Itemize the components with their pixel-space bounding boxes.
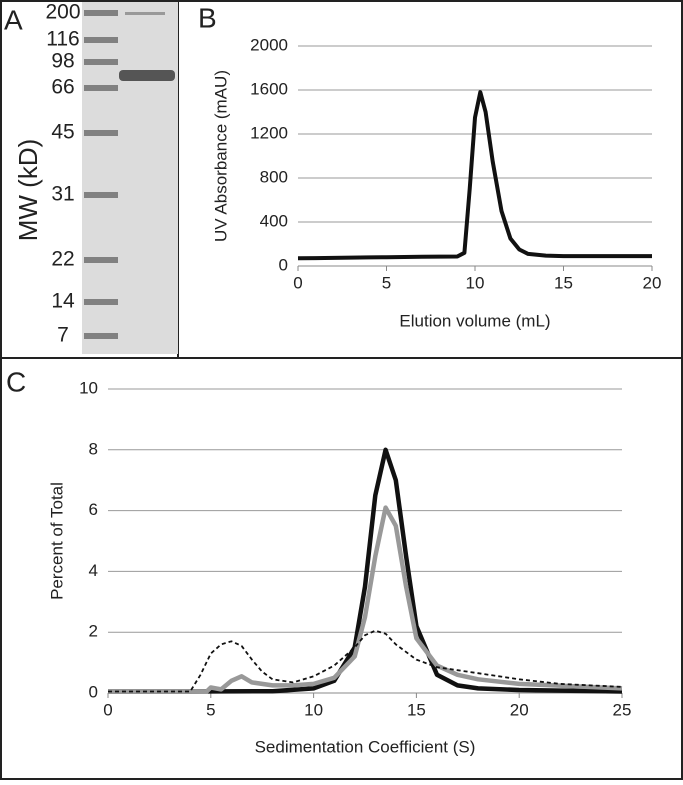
ladder-band bbox=[84, 59, 118, 65]
x-axis-label: Sedimentation Coefficient (S) bbox=[255, 737, 476, 756]
y-axis-label: Percent of Total bbox=[47, 482, 66, 600]
x-tick-label: 20 bbox=[510, 700, 529, 719]
y-tick-label: 6 bbox=[89, 500, 98, 519]
ladder-band bbox=[84, 299, 118, 305]
x-tick-label: 5 bbox=[206, 700, 215, 719]
marker-label: 14 bbox=[51, 290, 75, 313]
y-tick-label: 1600 bbox=[250, 79, 288, 98]
data-line bbox=[108, 447, 623, 694]
marker-label: 98 bbox=[51, 50, 74, 73]
x-tick-label: 10 bbox=[304, 700, 323, 719]
marker-label: 45 bbox=[51, 121, 74, 144]
x-tick-label: 15 bbox=[554, 273, 573, 292]
ladder-band bbox=[84, 10, 118, 16]
marker-label: 66 bbox=[51, 76, 74, 99]
y-tick-label: 2 bbox=[89, 622, 98, 641]
ladder-band bbox=[84, 192, 118, 198]
y-tick-label: 10 bbox=[79, 378, 98, 397]
y-axis-label: UV Absorbance (mAU) bbox=[211, 70, 230, 242]
marker-label: 7 bbox=[57, 324, 69, 347]
marker-label: 22 bbox=[51, 248, 74, 271]
panel-label: B bbox=[198, 2, 217, 33]
x-axis-label: Elution volume (mL) bbox=[399, 311, 550, 330]
ladder-band bbox=[84, 130, 118, 136]
y-tick-label: 800 bbox=[260, 167, 288, 186]
y-tick-label: 1200 bbox=[250, 123, 288, 142]
ladder-band bbox=[84, 37, 118, 43]
data-line bbox=[297, 90, 652, 261]
y-tick-label: 8 bbox=[89, 439, 98, 458]
panel-label: A bbox=[4, 4, 23, 35]
y-tick-label: 400 bbox=[260, 211, 288, 230]
x-tick-label: 10 bbox=[466, 273, 485, 292]
x-tick-label: 5 bbox=[382, 273, 391, 292]
sample-band bbox=[119, 70, 175, 81]
x-tick-label: 0 bbox=[103, 700, 112, 719]
ladder-band bbox=[84, 85, 118, 91]
ladder-band bbox=[84, 333, 118, 339]
sample-band bbox=[125, 12, 165, 15]
y-tick-label: 4 bbox=[89, 561, 98, 580]
gel-axis-label: MW (kD) bbox=[13, 139, 43, 242]
data-line bbox=[108, 629, 623, 693]
marker-label: 116 bbox=[46, 28, 79, 51]
x-tick-label: 25 bbox=[613, 700, 632, 719]
x-tick-label: 0 bbox=[293, 273, 302, 292]
y-tick-label: 0 bbox=[279, 255, 288, 274]
x-tick-label: 20 bbox=[643, 273, 662, 292]
y-tick-label: 2000 bbox=[250, 35, 288, 54]
marker-label: 31 bbox=[51, 183, 74, 206]
x-tick-label: 15 bbox=[407, 700, 426, 719]
panel-label: C bbox=[6, 366, 26, 397]
y-tick-label: 0 bbox=[89, 682, 98, 701]
marker-label: 200 bbox=[45, 1, 80, 24]
ladder-band bbox=[84, 257, 118, 263]
